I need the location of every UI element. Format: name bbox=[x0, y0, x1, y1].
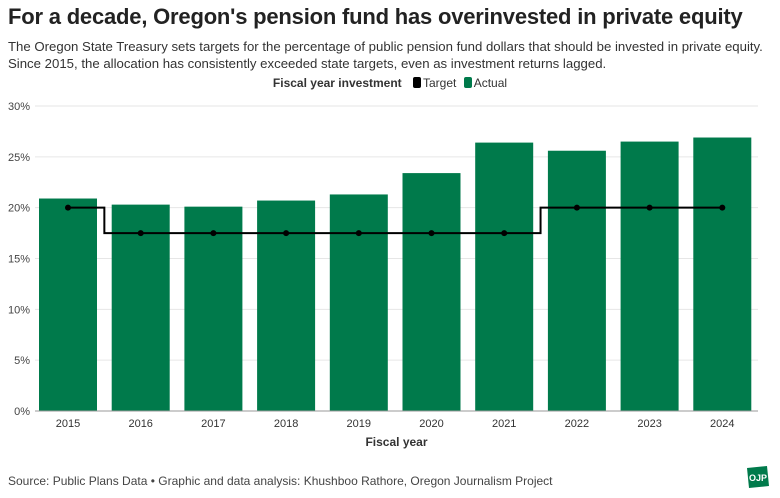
y-tick-label: 30% bbox=[8, 101, 30, 113]
bar-2022 bbox=[547, 150, 606, 411]
chart-title: For a decade, Oregon's pension fund has … bbox=[8, 4, 743, 29]
bar-2023 bbox=[620, 141, 679, 412]
target-point-2016 bbox=[137, 230, 144, 237]
target-point-2019 bbox=[355, 230, 362, 237]
legend-label-actual: Actual bbox=[473, 76, 508, 90]
target-point-2021 bbox=[501, 230, 508, 237]
legend-swatch-target bbox=[413, 77, 421, 88]
x-tick-label: 2018 bbox=[274, 418, 298, 430]
bar-2015 bbox=[39, 198, 97, 411]
target-point-2022 bbox=[573, 204, 580, 211]
x-axis-title: Fiscal year bbox=[365, 435, 427, 449]
x-tick-label: 2022 bbox=[565, 418, 589, 430]
bar-2024 bbox=[693, 137, 752, 411]
bar-2019 bbox=[329, 194, 388, 411]
x-tick-label: 2015 bbox=[56, 418, 80, 430]
bar-2016 bbox=[111, 204, 170, 411]
bar-2021 bbox=[475, 142, 534, 411]
subtitle-line: The Oregon State Treasury sets targets f… bbox=[8, 39, 763, 54]
ojp-logo: OJP bbox=[747, 466, 769, 488]
y-tick-label: 15% bbox=[8, 254, 30, 266]
target-point-2023 bbox=[646, 204, 653, 211]
y-tick-label: 0% bbox=[14, 406, 30, 418]
legend-title: Fiscal year investment bbox=[272, 76, 402, 90]
x-tick-label: 2021 bbox=[492, 418, 516, 430]
legend: Fiscal year investment Target Actual bbox=[0, 76, 780, 90]
plot-area: 0% 5% 10% 15% 20% 25% 30% 2015 2016 2017 2018 2019 2… bbox=[8, 101, 758, 449]
target-point-2018 bbox=[283, 230, 290, 237]
y-tick-label: 10% bbox=[8, 304, 30, 316]
chart-subtitle: The Oregon State Treasury sets targets f… bbox=[8, 38, 778, 72]
subtitle-line: Since 2015, the allocation has consisten… bbox=[8, 56, 607, 71]
x-tick-label: 2023 bbox=[637, 418, 661, 430]
x-tick-label: 2017 bbox=[201, 418, 225, 430]
y-tick-label: 25% bbox=[8, 152, 30, 164]
x-tick-label: 2024 bbox=[710, 418, 734, 430]
y-tick-label: 20% bbox=[8, 203, 30, 215]
source-note: Source: Public Plans Data • Graphic and … bbox=[8, 474, 553, 488]
x-tick-label: 2016 bbox=[128, 418, 152, 430]
target-point-2017 bbox=[210, 230, 217, 237]
x-tick-label: 2019 bbox=[347, 418, 371, 430]
legend-swatch-actual bbox=[463, 77, 472, 88]
target-line bbox=[68, 206, 723, 235]
bar-2020 bbox=[402, 173, 461, 411]
x-tick-label: 2020 bbox=[419, 418, 443, 430]
target-point-2015 bbox=[65, 204, 71, 211]
target-point-2024 bbox=[719, 204, 726, 211]
legend-label-target: Target bbox=[423, 76, 457, 90]
svg-text:OJP: OJP bbox=[749, 473, 767, 483]
bar-2017 bbox=[184, 206, 243, 411]
y-tick-label: 5% bbox=[14, 355, 30, 367]
target-point-2020 bbox=[428, 230, 435, 237]
